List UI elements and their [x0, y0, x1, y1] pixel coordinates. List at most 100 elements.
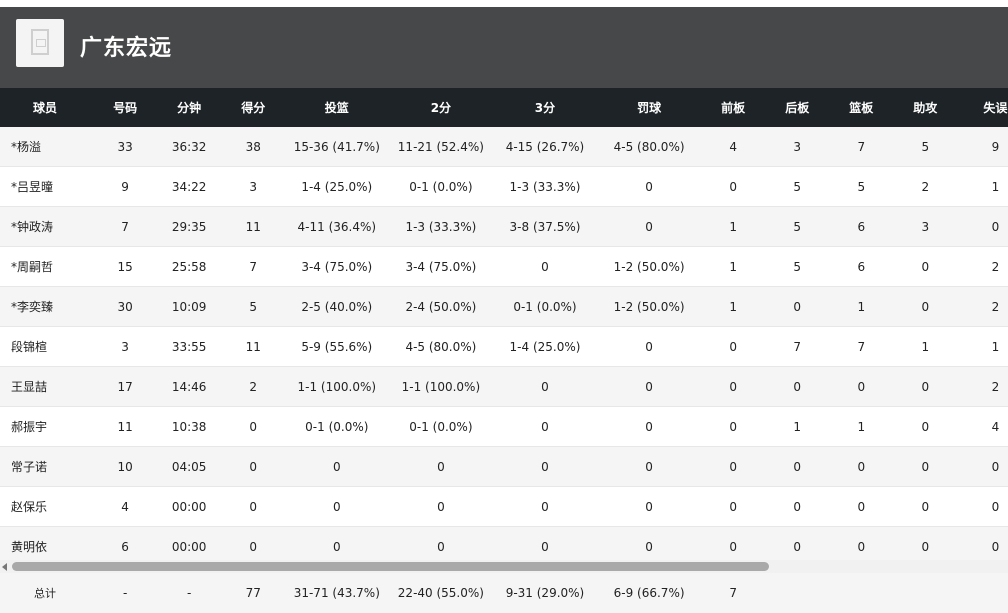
totals-cell: [960, 573, 1008, 613]
player-points: 7: [218, 246, 289, 287]
col-header-minutes[interactable]: 分钟: [160, 88, 219, 127]
player-ft: 0: [593, 486, 705, 527]
col-header-2pt[interactable]: 2分: [385, 88, 497, 127]
player-reb: 5: [832, 166, 890, 207]
player-ast: 1: [889, 326, 961, 367]
player-oreb: 1: [704, 246, 762, 287]
totals-cell: -: [90, 573, 161, 613]
player-3pt: 0: [496, 406, 594, 447]
player-tov: 0: [960, 526, 1008, 560]
player-2pt: 0: [385, 526, 497, 560]
player-name[interactable]: 黄明依: [0, 526, 91, 560]
player-ft: 0: [593, 326, 705, 367]
player-oreb: 0: [704, 366, 762, 407]
player-ft: 1-2 (50.0%): [593, 246, 705, 287]
player-oreb: 0: [704, 166, 762, 207]
table-row: *钟政涛 7 29:35 11 4-11 (36.4%) 1-3 (33.3%) 3-8 (…: [0, 206, 1008, 247]
player-number: 30: [90, 286, 161, 327]
player-name[interactable]: *李奕臻: [0, 286, 91, 327]
player-points: 5: [218, 286, 289, 327]
player-points: 11: [218, 206, 289, 247]
player-2pt: 11-21 (52.4%): [385, 127, 497, 167]
player-name[interactable]: 王显喆: [0, 366, 91, 407]
player-tov: 1: [960, 326, 1008, 367]
player-oreb: 0: [704, 486, 762, 527]
player-oreb: 4: [704, 127, 762, 167]
player-name[interactable]: 郝振宇: [0, 406, 91, 447]
player-dreb: 5: [761, 246, 833, 287]
table-row: 常子诺 10 04:05 0 0 0 0 0 0 0 0 0 0: [0, 446, 1008, 487]
player-points: 0: [218, 486, 289, 527]
player-number: 6: [90, 526, 161, 560]
player-fg: 5-9 (55.6%): [288, 326, 386, 367]
horizontal-scrollbar[interactable]: [0, 560, 1008, 573]
player-name[interactable]: *钟政涛: [0, 206, 91, 247]
player-minutes: 36:32: [160, 127, 219, 167]
stats-table-scroll-area[interactable]: 球员 号码 分钟 得分 投篮 2分 3分 罚球 前板 后板 篮板 助攻 失误 *…: [0, 88, 1008, 560]
scrollbar-thumb[interactable]: [12, 562, 769, 571]
player-minutes: 25:58: [160, 246, 219, 287]
player-name[interactable]: *吕昱曈: [0, 166, 91, 207]
col-header-3pt[interactable]: 3分: [496, 88, 594, 127]
col-header-number[interactable]: 号码: [90, 88, 161, 127]
player-ft: 0: [593, 166, 705, 207]
player-3pt: 3-8 (37.5%): [496, 206, 594, 247]
player-number: 11: [90, 406, 161, 447]
player-ast: 0: [889, 446, 961, 487]
player-dreb: 3: [761, 127, 833, 167]
scroll-left-arrow-icon[interactable]: [2, 563, 7, 571]
player-name[interactable]: 赵保乐: [0, 486, 91, 527]
player-name[interactable]: 段锦楦: [0, 326, 91, 367]
player-3pt: 1-4 (25.0%): [496, 326, 594, 367]
player-dreb: 0: [761, 486, 833, 527]
player-number: 10: [90, 446, 161, 487]
player-minutes: 04:05: [160, 446, 219, 487]
table-row: 黄明依 6 00:00 0 0 0 0 0 0 0 0 0 0: [0, 526, 1008, 560]
player-tov: 2: [960, 286, 1008, 327]
player-3pt: 0: [496, 246, 594, 287]
player-ast: 0: [889, 246, 961, 287]
player-ast: 2: [889, 166, 961, 207]
player-name[interactable]: 常子诺: [0, 446, 91, 487]
col-header-fg[interactable]: 投篮: [288, 88, 386, 127]
col-header-player[interactable]: 球员: [0, 88, 91, 127]
table-row: *周嗣哲 15 25:58 7 3-4 (75.0%) 3-4 (75.0%) 0 1-2 (…: [0, 246, 1008, 287]
player-minutes: 14:46: [160, 366, 219, 407]
player-ast: 0: [889, 526, 961, 560]
col-header-tov[interactable]: 失误: [960, 88, 1008, 127]
col-header-dreb[interactable]: 后板: [761, 88, 833, 127]
player-minutes: 00:00: [160, 486, 219, 527]
totals-cell: 6-9 (66.7%): [593, 573, 705, 613]
player-minutes: 29:35: [160, 206, 219, 247]
player-reb: 1: [832, 406, 890, 447]
player-ft: 0: [593, 406, 705, 447]
player-2pt: 0: [385, 446, 497, 487]
player-oreb: 0: [704, 446, 762, 487]
player-reb: 6: [832, 246, 890, 287]
player-2pt: 1-3 (33.3%): [385, 206, 497, 247]
player-points: 2: [218, 366, 289, 407]
col-header-reb[interactable]: 篮板: [832, 88, 890, 127]
player-rows: *杨溢 33 36:32 38 15-36 (41.7%) 11-21 (52.4%) 4-…: [0, 127, 1008, 560]
player-stats-table: 球员 号码 分钟 得分 投篮 2分 3分 罚球 前板 后板 篮板 助攻 失误 *…: [0, 88, 1008, 560]
table-row: 赵保乐 4 00:00 0 0 0 0 0 0 0 0 0 0: [0, 486, 1008, 527]
player-ft: 4-5 (80.0%): [593, 127, 705, 167]
col-header-ast[interactable]: 助攻: [889, 88, 961, 127]
player-name[interactable]: *周嗣哲: [0, 246, 91, 287]
player-3pt: 0: [496, 526, 594, 560]
col-header-oreb[interactable]: 前板: [704, 88, 762, 127]
player-tov: 4: [960, 406, 1008, 447]
player-name[interactable]: *杨溢: [0, 127, 91, 167]
col-header-points[interactable]: 得分: [218, 88, 289, 127]
col-header-ft[interactable]: 罚球: [593, 88, 705, 127]
player-fg: 4-11 (36.4%): [288, 206, 386, 247]
player-reb: 0: [832, 366, 890, 407]
player-fg: 0-1 (0.0%): [288, 406, 386, 447]
player-dreb: 1: [761, 406, 833, 447]
totals-cell: [832, 573, 890, 613]
player-reb: 1: [832, 286, 890, 327]
player-fg: 0: [288, 446, 386, 487]
table-row: *吕昱曈 9 34:22 3 1-4 (25.0%) 0-1 (0.0%) 1-3 (33.…: [0, 166, 1008, 207]
player-minutes: 34:22: [160, 166, 219, 207]
player-number: 9: [90, 166, 161, 207]
